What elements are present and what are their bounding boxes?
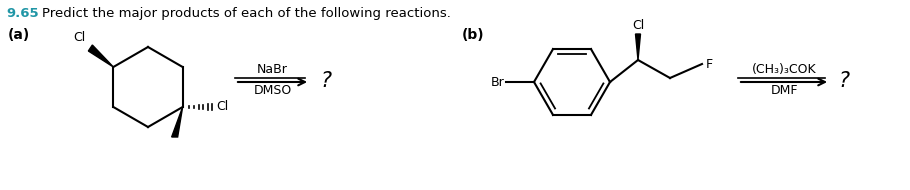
Text: (CH₃)₃COK: (CH₃)₃COK <box>752 63 816 76</box>
Text: (a): (a) <box>8 28 30 42</box>
Text: (b): (b) <box>462 28 485 42</box>
Polygon shape <box>635 34 641 60</box>
Text: Cl: Cl <box>73 31 86 44</box>
Text: DMSO: DMSO <box>253 84 291 97</box>
Text: F: F <box>706 58 713 70</box>
Text: 9.65: 9.65 <box>6 7 38 20</box>
Text: Cl: Cl <box>217 101 229 113</box>
Polygon shape <box>172 107 183 137</box>
Text: ?: ? <box>320 71 331 91</box>
Text: Cl: Cl <box>632 19 644 32</box>
Text: Predict the major products of each of the following reactions.: Predict the major products of each of th… <box>42 7 450 20</box>
Text: Br: Br <box>490 75 504 89</box>
Polygon shape <box>88 45 114 67</box>
Text: ?: ? <box>838 71 849 91</box>
Text: NaBr: NaBr <box>257 63 288 76</box>
Text: DMF: DMF <box>770 84 798 97</box>
